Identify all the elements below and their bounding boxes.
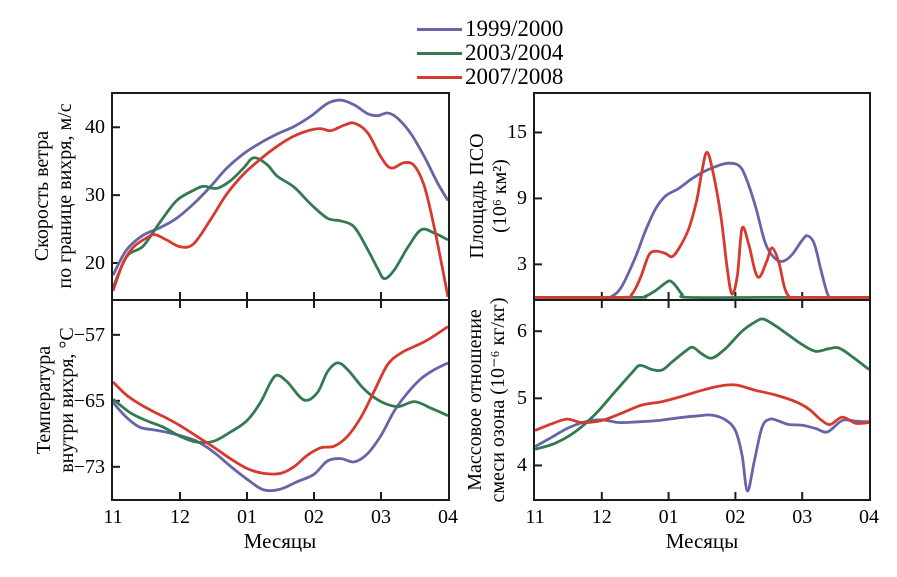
y-axis-title-ozone: Массовое отношение смеси озона (10⁻⁶ кг/… [464,297,510,502]
legend-item-2007-2008: 2007/2008 [417,65,563,89]
series-line-2003-2004 [535,279,869,299]
y-axis-title-line: по границе вихря, м/с [54,103,76,289]
legend-label: 1999/2000 [465,16,564,41]
legend-line-swatch-2003-2004 [417,51,462,55]
x-tick-label: 02 [725,506,746,528]
x-tick-label: 04 [438,506,458,528]
panel-ozone: 4 5 6 11 12 01 02 03 04 [517,301,879,528]
x-tick-label: 01 [237,506,257,528]
y-axis-title-line: Массовое отношение [464,309,486,491]
y-tick-label: −65 [73,389,105,412]
x-tick-label: 03 [371,506,391,528]
y-axis-title-line: Скорость ветра [31,130,53,262]
series-line-2003-2004 [113,156,448,289]
chart-canvas-temperature [113,301,448,499]
legend-item-1999-2000: 1999/2000 [417,17,563,41]
panel-temperature: −57 −65 −73 11 12 01 02 03 04 [74,301,458,528]
x-tick-label: 01 [658,506,679,528]
chart-canvas-psc-area [535,131,869,299]
y-tick-label: 5 [517,387,527,410]
y-axis-title-line: (10⁶ км²) [489,159,511,233]
x-tick-label: 02 [304,506,324,528]
y-axis-title-line: внутри вихря, °С [56,327,78,473]
y-tick-label: 20 [85,252,105,275]
legend-line-swatch-2007-2008 [417,75,462,79]
series-line-2007-2008 [113,325,448,476]
y-tick-label: 40 [85,116,105,139]
x-tick-label: 04 [859,506,879,528]
y-tick-label: 15 [507,121,527,144]
y-tick-label: 4 [517,454,527,477]
legend-label: 2003/2004 [465,40,564,65]
y-axis-title-temperature: Температура внутри вихря, °С [33,327,79,473]
chart-canvas-wind-speed [113,98,448,299]
y-tick-label: 30 [85,184,105,207]
x-tick-label: 12 [591,506,612,528]
x-tick-label: 11 [103,506,123,528]
panel-wind-speed: 20 30 40 [85,92,450,301]
x-axis-title-left: Месяцы [243,529,317,553]
y-axis-title-line: Температура [33,345,55,455]
series-line-2007-2008 [535,150,869,299]
y-tick-label: −57 [73,323,105,346]
x-tick-label: 11 [525,506,545,528]
y-axis-title-line: Площадь ПСО [466,133,488,259]
y-tick-label: 3 [517,253,527,276]
series-line-2003-2004 [113,361,448,445]
y-axis-title-line: смеси озона (10⁻⁶ кг/кг) [487,297,509,503]
series-line-2003-2004 [535,317,869,451]
legend-item-2003-2004: 2003/2004 [417,41,563,65]
x-axis-title-right: Месяцы [665,529,739,553]
x-tick-label: 03 [792,506,813,528]
legend-line-swatch-1999-2000 [417,27,462,31]
series-line-1999-2000 [113,361,448,493]
y-tick-label: −73 [73,455,105,478]
legend-label: 2007/2008 [465,64,564,89]
series-line-1999-2000 [113,98,448,276]
series-line-1999-2000 [535,161,869,299]
series-line-2007-2008 [113,121,448,298]
series-line-2007-2008 [535,383,869,432]
y-axis-title-psc-area: Площадь ПСО (10⁶ км²) [466,133,512,258]
y-axis-title-wind-speed: Скорость ветра по границе вихря, м/с [31,103,77,288]
y-tick-label: 6 [517,320,527,343]
series-line-1999-2000 [535,413,869,493]
x-tick-label: 12 [170,506,190,528]
legend: 1999/2000 2003/2004 2007/2008 [417,17,563,89]
y-tick-label: 9 [517,187,527,210]
panel-psc-area: 3 9 15 [507,92,871,301]
chart-canvas-ozone [535,301,869,499]
